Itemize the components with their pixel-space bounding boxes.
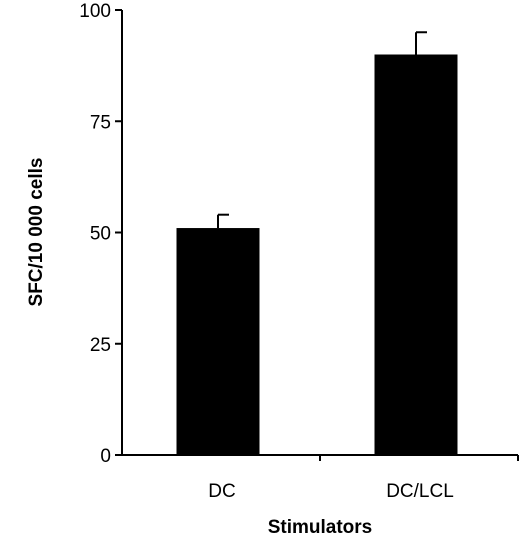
bar-dc-lcl — [374, 54, 458, 455]
x-ticks-group: DC DC/LCL — [208, 455, 519, 502]
y-tick-label: 0 — [100, 446, 111, 467]
y-tick-label: 25 — [90, 335, 111, 356]
y-ticks-group: 0 25 50 75 100 — [79, 1, 122, 467]
x-tick-label: DC/LCL — [386, 481, 454, 502]
y-axis-title: SFC/10 000 cells — [26, 158, 47, 307]
y-tick-label: 50 — [90, 224, 111, 245]
y-tick-label: 75 — [90, 112, 111, 133]
bars-group — [176, 54, 458, 455]
x-tick-label: DC — [208, 481, 235, 502]
bar-dc — [176, 228, 260, 455]
x-axis-title: Stimulators — [268, 517, 373, 538]
error-bars-group — [217, 31, 427, 229]
y-tick-label: 100 — [79, 1, 111, 22]
